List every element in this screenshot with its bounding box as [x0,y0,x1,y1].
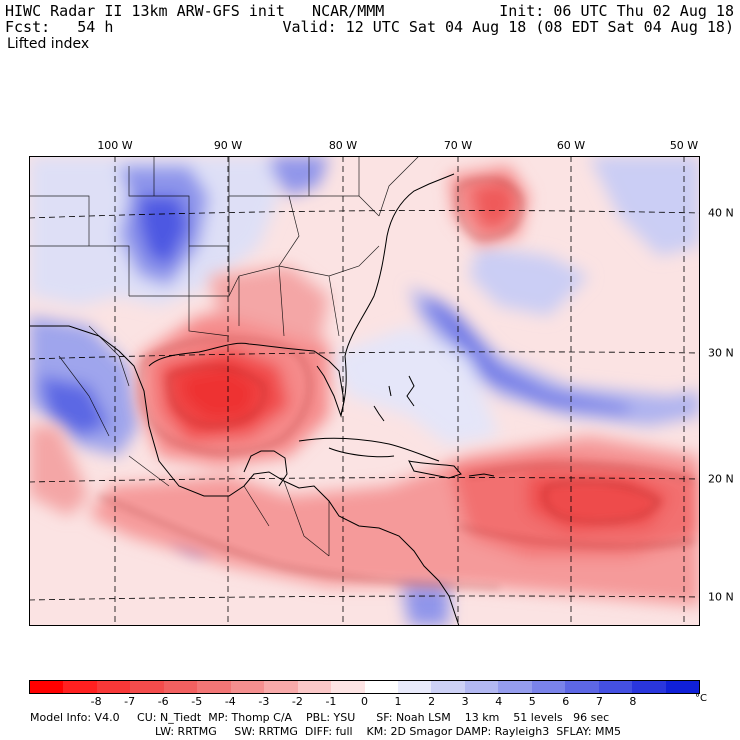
colorbar-swatch [163,681,198,693]
colorbar-label: -8 [90,695,102,708]
colorbar [29,680,700,694]
colorbar-swatch [230,681,265,693]
lon-label-50w: 50 W [669,139,699,152]
colorbar-label: -4 [224,695,236,708]
colorbar-unit: °C [695,693,707,704]
colorbar-swatch [565,681,599,693]
lat-label-10n: 10 N [708,590,734,604]
colorbar-swatch [431,681,465,693]
colorbar-label: 1 [394,695,402,708]
colorbar-label: -1 [325,695,337,708]
colorbar-label: 4 [495,695,503,708]
coastlines [29,173,495,626]
colorbar-swatch [63,681,97,693]
colorbar-swatch [264,681,298,693]
colorbar-swatch [30,681,64,693]
field-name: Lifted index [7,36,90,52]
lifted-index-map [29,156,700,626]
lon-label-80w: 80 W [328,139,358,152]
colorbar-label: 0 [361,695,368,708]
colorbar-swatch [130,681,164,693]
model-title: HIWC Radar II 13km ARW-GFS init NCAR/MMM [5,2,385,20]
colorbar-label: -7 [124,695,136,708]
lon-label-60w: 60 W [556,139,586,152]
model-info-line-2: LW: RRTMG SW: RRTMG DIFF: full KM: 2D Sm… [155,725,621,738]
colorbar-swatch [96,681,131,693]
colorbar-swatch [498,681,532,693]
colorbar-label: 8 [629,695,637,708]
colorbar-swatch [197,681,231,693]
lon-label-70w: 70 W [443,139,473,152]
colorbar-label: 3 [461,695,469,708]
colorbar-swatch [331,681,365,693]
lon-label-90w: 90 W [213,139,243,152]
political-borders [29,156,420,557]
colorbar-swatch [598,681,633,693]
colorbar-label: 5 [528,695,536,708]
colorbar-swatch [531,681,566,693]
li-contours [98,179,695,589]
colorbar-swatch [297,681,332,693]
colorbar-swatch [464,681,499,693]
forecast-hour: Fcst: 54 h [5,18,114,36]
colorbar-label: 7 [595,695,603,708]
graticule [29,156,700,626]
colorbar-swatch [364,681,398,693]
colorbar-swatch [397,681,432,693]
model-info-line-1: Model Info: V4.0 CU: N_Tiedt MP: Thomp C… [30,711,610,724]
colorbar-label: -5 [191,695,203,708]
colorbar-label: -3 [258,695,270,708]
lat-label-40n: 40 N [708,206,734,220]
colorbar-swatch [665,681,700,693]
valid-time: Valid: 12 UTC Sat 04 Aug 18 (08 EDT Sat … [282,18,734,36]
colorbar-label: -2 [291,695,303,708]
lat-label-30n: 30 N [708,346,734,360]
colorbar-label: 2 [428,695,436,708]
colorbar-swatch [632,681,666,693]
init-time: Init: 06 UTC Thu 02 Aug 18 [499,2,734,20]
lat-label-20n: 20 N [708,472,734,486]
colorbar-label: -6 [157,695,169,708]
lon-label-100w: 100 W [97,139,133,152]
colorbar-label: 6 [562,695,570,708]
